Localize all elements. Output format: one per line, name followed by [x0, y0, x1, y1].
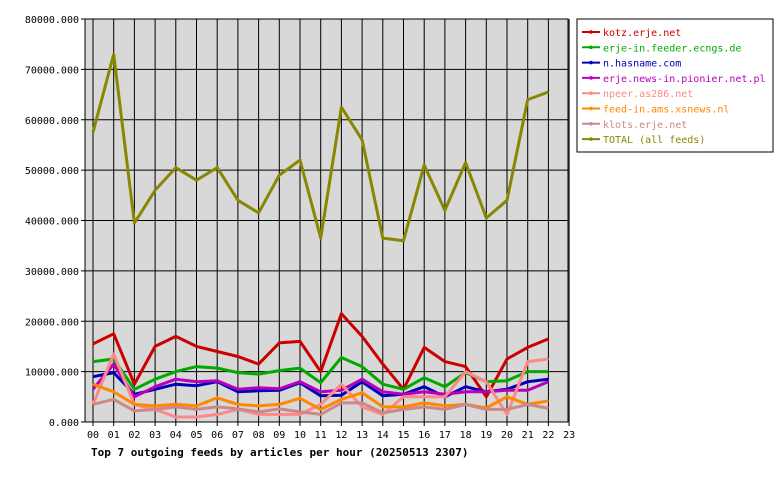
x-tick-label: 19: [480, 430, 492, 441]
legend-box: [576, 18, 774, 153]
legend-entry: feed-in.ams.xsnews.nl: [603, 105, 729, 116]
legend-marker: [589, 30, 593, 34]
x-tick-label: 09: [273, 430, 285, 441]
y-tick-label: 50000.000: [25, 166, 79, 177]
y-tick-label: 10000.000: [25, 368, 79, 379]
legend-marker: [589, 106, 593, 111]
series-lines: [91, 52, 549, 419]
legend-entry: erje-in.feeder.ecngs.de: [603, 43, 741, 54]
legend-entry: erje.news-in.pionier.net.pl: [603, 74, 766, 85]
legend: kotz.erje.net erje-in.feeder.ecngs.de n.ha…: [576, 18, 774, 153]
x-tick-label: 21: [522, 430, 534, 441]
x-tick-label: 08: [253, 430, 265, 441]
x-tick-label: 05: [190, 430, 202, 441]
x-tick-label: 20: [501, 430, 513, 441]
y-tick-label: 20000.000: [25, 317, 79, 328]
x-tick-label: 06: [211, 430, 223, 441]
x-tick-label: 22: [542, 430, 554, 441]
x-tick-label: 10: [294, 430, 306, 441]
x-tick-label: 23: [563, 430, 575, 441]
legend-marker: [589, 91, 593, 95]
y-tick-label: 80000.000: [25, 15, 79, 26]
x-tick-label: 11: [315, 430, 327, 441]
plot-border: [84, 18, 569, 423]
legend-marker: [589, 60, 593, 65]
x-tick-label: 02: [128, 430, 140, 441]
legend-marker: [589, 45, 593, 50]
series-line-4: [91, 362, 549, 399]
x-tick-label: 18: [460, 430, 472, 441]
x-tick-label: 14: [377, 430, 389, 441]
x-tick-label: 00: [87, 430, 99, 441]
x-tick-label: 03: [149, 430, 161, 441]
series-line-8: [91, 52, 549, 243]
legend-marker: [589, 76, 593, 80]
series-line-5: [91, 352, 549, 419]
y-tick-label: 40000.000: [25, 217, 79, 228]
x-tick-label: 13: [356, 430, 368, 441]
legend-marker: [589, 122, 593, 126]
x-axis: 00 01 02 03 04 05 06 07 08 09 10 11 12 13 14 15 16 17 18 19…: [87, 422, 575, 441]
y-tick-label: 60000.000: [25, 116, 79, 127]
x-tick-label: 15: [397, 430, 409, 441]
x-tick-label: 01: [108, 430, 120, 441]
x-tick-label: 04: [170, 430, 182, 441]
legend-marker: [589, 137, 593, 141]
legend-entry: npeer.as286.net: [603, 89, 693, 100]
y-axis: 0.000 10000.000 20000.000 30000.000 40000.00…: [25, 15, 85, 429]
y-tick-label: 0.000: [49, 418, 79, 429]
x-tick-label: 16: [418, 430, 430, 441]
series-line-7: [92, 397, 549, 416]
series-line-3: [92, 371, 549, 399]
chart-title: Top 7 outgoing feeds by articles per hou…: [91, 446, 469, 459]
x-tick-label: 07: [232, 430, 244, 441]
y-tick-label: 30000.000: [25, 267, 79, 278]
x-tick-label: 17: [439, 430, 451, 441]
x-tick-label: 12: [335, 430, 347, 441]
legend-entry: klots.erje.net: [603, 120, 687, 131]
legend-entry: TOTAL (all feeds): [603, 135, 705, 146]
legend-entry: n.hasname.com: [603, 59, 681, 70]
legend-entry: kotz.erje.net: [603, 28, 681, 39]
y-tick-label: 70000.000: [25, 65, 79, 76]
